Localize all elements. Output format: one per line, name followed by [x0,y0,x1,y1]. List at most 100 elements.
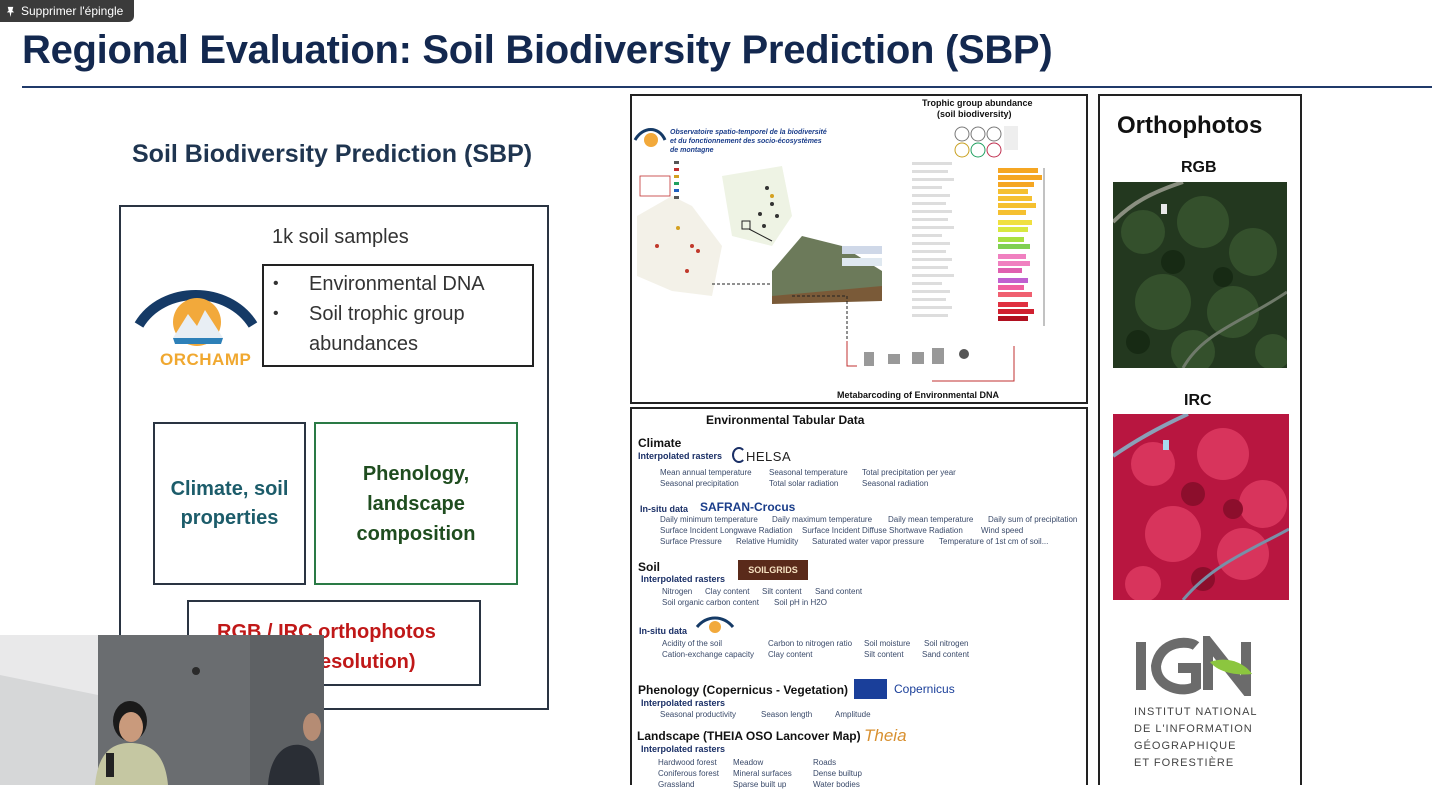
observatory-line3: de montagne [670,147,714,154]
landscape-interp: Interpolated rasters [641,744,726,754]
soil-r4-b: Clay content [768,650,813,659]
climate-r3-d: Daily sum of precipitation [988,515,1078,524]
climate-r1-a: Mean annual temperature [660,468,752,477]
trophic-title: Trophic group abundance [922,98,1033,108]
land-r1-a: Hardwood forest [658,758,717,767]
pheno-line3: composition [356,522,476,545]
soilgrids-logo: SOILGRIDS [738,560,808,580]
land-r2-c: Dense builtup [813,769,862,778]
samples-label: 1k soil samples [272,226,409,248]
webcam-video[interactable] [0,635,324,785]
soil-r3-c: Soil moisture [864,639,911,648]
bullet-dot: • [273,275,279,292]
pheno-line1: Phenology, [362,462,470,485]
soil-r4-a: Cation-exchange capacity [662,650,755,659]
soil-r2-b: Soil pH in H2O [774,598,827,607]
ign-line3: GÉOGRAPHIQUE [1134,740,1237,752]
irc-label: IRC [1184,392,1212,409]
soil-r3-b: Carbon to nitrogen ratio [768,639,853,648]
ign-line1: INSTITUT NATIONAL [1134,706,1258,718]
ortho-line2: esolution) [320,651,416,673]
ign-line4: ET FORESTIÈRE [1134,757,1235,769]
climate-soil-box: Climate, soil properties [153,422,306,585]
soil-interp: Interpolated rasters [641,574,726,584]
climate-interp: Interpolated rasters [638,451,723,461]
climate-insitu: In-situ data [640,504,689,514]
bullet-trophic-cont: abundances [309,333,418,355]
soil-r4-d: Sand content [922,650,970,659]
climate-r3-c: Daily mean temperature [888,515,974,524]
climate-r2-b: Total solar radiation [769,479,839,488]
sbp-heading: Soil Biodiversity Prediction (SBP) [132,140,533,168]
env-title: Environmental Tabular Data [706,413,865,427]
soil-r1-c: Silt content [762,587,802,596]
unpin-button[interactable]: Supprimer l'épingle [0,0,134,22]
sbp-container [119,205,549,710]
chelsa-ring-icon [732,447,746,463]
phen-r1-c: Amplitude [835,710,871,719]
soil-r1-a: Nitrogen [662,587,693,596]
climate-r5-b: Relative Humidity [736,537,799,546]
phen-r1-a: Seasonal productivity [660,710,737,719]
climate-r5-c: Saturated water vapor pressure [812,537,925,546]
land-r2-b: Mineral surfaces [733,769,792,778]
climate-r1-b: Seasonal temperature [769,468,848,477]
soil-insitu: In-situ data [639,626,688,636]
rgb-orthophoto-image [1113,182,1287,368]
rgb-label: RGB [1181,159,1217,176]
trophic-figure [637,126,1045,382]
ortho-title: Orthophotos [1117,112,1263,139]
soil-r2-a: Soil organic carbon content [662,598,759,607]
slide-title: Regional Evaluation: Soil Biodiversity P… [22,28,1053,72]
climate-r1-c: Total precipitation per year [862,468,956,477]
orchamp-label: ORCHAMP [160,350,252,369]
landscape-label: Landscape (THEIA OSO Lancover Map) [637,729,861,743]
soil-r3-a: Acidity of the soil [662,639,723,648]
soil-r3-d: Soil nitrogen [924,639,969,648]
climate-r3-b: Daily maximum temperature [772,515,873,524]
climate-r5-a: Surface Pressure [660,537,722,546]
climate-r2-c: Seasonal radiation [862,479,929,488]
environmental-data-panel: Environmental Tabular Data Climate Inter… [630,407,1088,789]
orchamp-tiny-logo-icon [695,616,735,633]
pin-icon [6,6,15,17]
soil-r1-b: Clay content [705,587,750,596]
bullet-edna: Environmental DNA [309,273,485,295]
chelsa-logo: HELSA [732,447,791,464]
phenology-interp: Interpolated rasters [641,698,726,708]
climate-label: Climate [638,436,682,450]
copernicus-logo: Copernicus [894,682,955,696]
unpin-label: Supprimer l'épingle [21,4,124,18]
phenology-box: Phenology, landscape composition [314,422,518,585]
orthophotos-panel: Orthophotos RGB IRC INSTITUT NATIONAL DE… [1098,94,1302,785]
ign-name: INSTITUT NATIONAL DE L'INFORMATION GÉOGR… [1134,704,1258,772]
orchamp-small-logo-icon [633,128,667,147]
climate-r2-a: Seasonal precipitation [660,479,739,488]
trophic-subtitle: (soil biodiversity) [937,109,1012,119]
soil-r4-c: Silt content [864,650,904,659]
climate-line1: Climate, soil [170,477,289,500]
soil-r1-d: Sand content [815,587,863,596]
phenology-label: Phenology (Copernicus - Vegetation) [638,683,849,697]
safran-label: SAFRAN-Crocus [700,500,796,514]
title-divider [22,86,1432,88]
bullet-box [262,264,534,367]
theia-logo: Theia [864,726,907,745]
climate-line2: properties [180,506,279,529]
irc-orthophoto-image [1113,414,1289,600]
climate-r4-b: Surface Incident Diffuse Shortwave Radia… [802,526,963,535]
trophic-panel: Trophic group abundance (soil biodiversi… [630,94,1088,404]
chelsa-text: HELSA [746,449,792,464]
ign-line2: DE L'INFORMATION [1134,723,1253,735]
pheno-line2: landscape [367,492,465,515]
metabarcoding-caption: Metabarcoding of Environmental DNA [837,390,1000,400]
bullet-trophic: Soil trophic group [309,303,465,325]
orchamp-logo-icon [134,290,258,346]
land-r1-b: Meadow [733,758,764,767]
climate-r3-a: Daily minimum temperature [660,515,758,524]
eu-flag-icon [854,679,887,699]
webcam-scene [0,635,324,785]
observatory-line1: Observatoire spatio-temporel de la biodi… [670,129,827,136]
climate-r5-d: Temperature of 1st cm of soil... [939,537,1049,546]
soil-label: Soil [638,560,661,574]
